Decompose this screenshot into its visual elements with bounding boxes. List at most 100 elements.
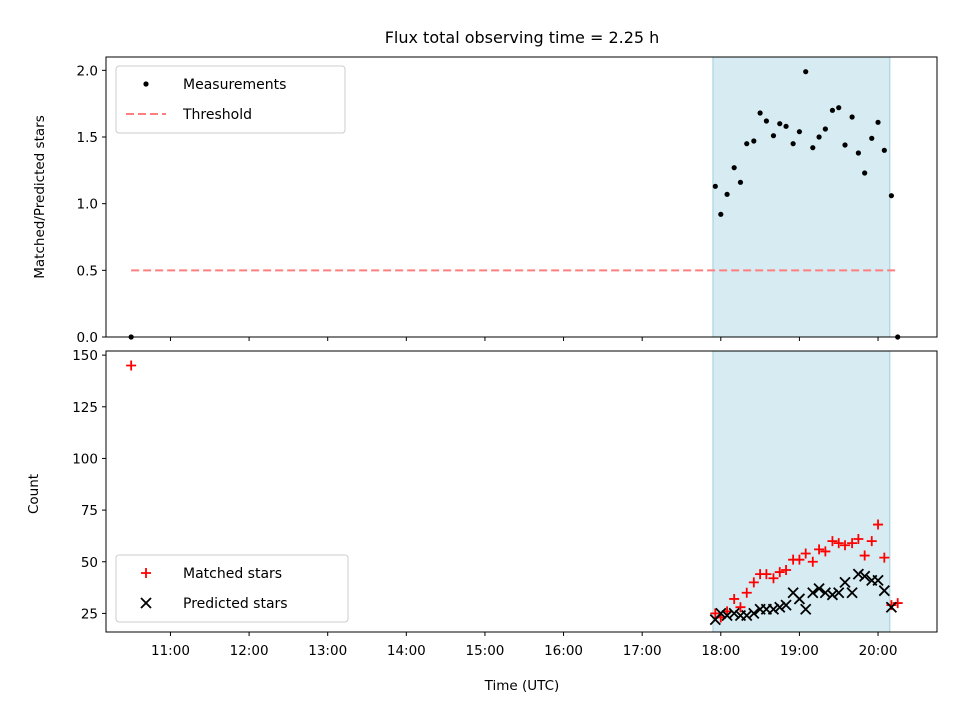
- measurements-point: [869, 135, 875, 141]
- measurements-point: [855, 150, 861, 156]
- predicted-stars-point: [748, 607, 760, 620]
- matched-stars-point: [748, 577, 759, 588]
- measurements-point: [849, 114, 855, 120]
- measurements-point: [751, 138, 757, 144]
- bottom-x-tick-label: 19:00: [780, 643, 819, 659]
- bottom-x-tick-label: 17:00: [623, 643, 662, 659]
- matched-stars-point: [761, 569, 772, 580]
- bottom-x-tick-label: 16:00: [544, 643, 583, 659]
- matched-stars-point: [729, 593, 740, 604]
- bottom-x-tick-label: 14:00: [387, 643, 426, 659]
- top-y-axis-label: Matched/Predicted stars: [32, 115, 48, 278]
- matched-stars-point: [781, 565, 792, 576]
- chart-title: Flux total observing time = 2.25 h: [385, 28, 660, 47]
- bottom-y-tick-label: 150: [72, 348, 98, 364]
- matched-stars-point: [774, 567, 785, 578]
- bottom-x-tick-label: 20:00: [859, 643, 898, 659]
- predicted-stars-point: [826, 589, 839, 601]
- measurements-point: [829, 107, 836, 113]
- bottom-x-tick-label: 11:00: [151, 643, 190, 659]
- top-y-tick-label: 1.5: [77, 130, 98, 146]
- measurements-point: [796, 129, 803, 135]
- matched-stars-point: [853, 534, 864, 545]
- measurements-point: [731, 165, 737, 171]
- top-axes-frame: [105, 56, 938, 338]
- bottom-legend: Matched stars Predicted stars: [115, 554, 349, 623]
- predicted-stars-point: [819, 587, 831, 599]
- matched-stars-point: [800, 548, 811, 559]
- top-y-tick-label: 2.0: [77, 63, 98, 79]
- measurements-point: [718, 211, 724, 217]
- matched-stars-point: [794, 554, 805, 565]
- matched-stars-point: [820, 546, 831, 557]
- matched-stars-point: [710, 608, 721, 619]
- matched-stars-point: [814, 544, 825, 555]
- measurements-point: [737, 179, 744, 185]
- measurements-point: [744, 141, 750, 147]
- top-y-tick-label: 0.5: [77, 263, 98, 279]
- measurements-point: [810, 145, 816, 151]
- measurements-point: [875, 119, 881, 125]
- measurements-point: [724, 191, 730, 197]
- matched-stars-point: [833, 538, 844, 549]
- bottom-y-tick-label: 100: [72, 451, 98, 467]
- predicted-stars-point: [767, 603, 780, 615]
- matched-stars-point: [827, 536, 838, 547]
- threshold-legend-label: Threshold: [182, 107, 252, 123]
- measurements-point: [862, 170, 868, 176]
- matched-stars-point: [735, 602, 746, 613]
- predicted-stars-point: [780, 599, 792, 611]
- matched-stars-point: [741, 587, 752, 598]
- predicted-stars-point: [813, 582, 825, 595]
- x-axis-label: Time (UTC): [484, 678, 560, 694]
- measurements-point: [763, 118, 769, 124]
- bottom-shaded-region: [712, 350, 891, 633]
- matched-stars-point: [879, 552, 890, 563]
- predicted-stars-point: [774, 601, 786, 613]
- bottom-y-axis-label: Count: [26, 474, 42, 514]
- measurements-point: [712, 183, 718, 189]
- top-legend-box: [115, 65, 346, 134]
- bottom-axes-frame: [105, 350, 938, 633]
- measurements-point: [816, 134, 822, 140]
- predicted-stars-point: [839, 576, 851, 589]
- top-panel: 0.0 0.5 1.0 1.5 2.0 Measurements Threshold: [77, 56, 938, 346]
- bottom-y-tick-label: 75: [81, 503, 98, 519]
- predicted-stars-point: [793, 593, 806, 605]
- bottom-x-tick-label: 12:00: [230, 643, 269, 659]
- predicted-stars-point: [728, 607, 740, 620]
- matched-stars-point: [768, 573, 779, 584]
- matched-stars-point: [866, 536, 877, 547]
- matched-stars-legend-marker: [141, 568, 151, 578]
- bottom-legend-box: [115, 554, 349, 623]
- bottom-plot-area: [126, 360, 903, 626]
- measurements-point: [803, 69, 809, 75]
- bottom-y-tick-label: 50: [81, 555, 98, 571]
- matched-stars-point: [807, 556, 818, 567]
- predicted-stars-point: [878, 585, 890, 597]
- bottom-x-tick-label: 13:00: [308, 643, 347, 659]
- predicted-stars-point: [800, 603, 812, 615]
- matched-stars-point: [873, 519, 884, 530]
- predicted-stars-point: [715, 607, 727, 620]
- matched-stars-legend-label: Matched stars: [183, 566, 282, 582]
- predicted-stars-point: [859, 570, 871, 582]
- predicted-stars-point: [885, 601, 898, 613]
- measurements-point: [790, 141, 796, 147]
- predicted-stars-legend-marker: [140, 597, 152, 609]
- predicted-stars-legend-label: Predicted stars: [183, 596, 288, 612]
- measurements-point: [836, 105, 842, 111]
- measurements-point: [842, 142, 848, 148]
- matched-stars-point: [859, 550, 870, 561]
- measurements-legend-marker: [143, 81, 149, 87]
- matched-stars-point: [840, 540, 851, 551]
- bottom-x-tick-label: 15:00: [465, 643, 504, 659]
- measurements-point: [881, 147, 887, 153]
- top-shaded-region: [712, 56, 891, 338]
- top-y-tick-label: 0.0: [77, 330, 98, 346]
- measurements-point: [777, 121, 783, 127]
- predicted-stars-point: [846, 587, 858, 599]
- predicted-stars-point: [852, 568, 865, 580]
- bottom-y-tick-label: 125: [72, 400, 98, 416]
